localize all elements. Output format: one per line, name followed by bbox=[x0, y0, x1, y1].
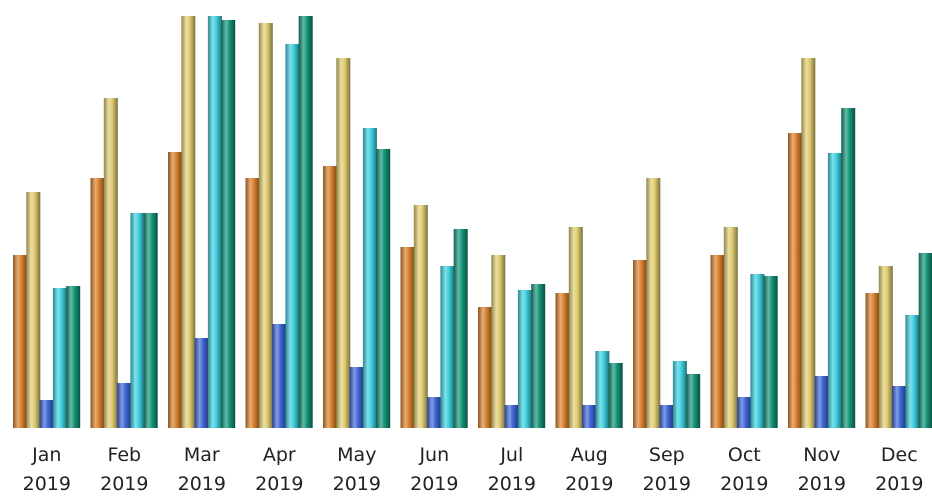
bar-jan-2019-series-4 bbox=[52, 288, 67, 428]
bar-jun-2019-series-2 bbox=[413, 205, 428, 428]
bar-apr-2019-series-2 bbox=[258, 23, 273, 428]
bar-mar-2019-series-2 bbox=[181, 16, 196, 428]
x-tick-label-year: 2019 bbox=[410, 473, 458, 495]
bar-aug-2019-series-4 bbox=[595, 351, 610, 428]
bar-dec-2019-series-2 bbox=[878, 266, 893, 428]
bar-jul-2019-series-3 bbox=[504, 405, 519, 428]
bar-jul-2019-series-4 bbox=[517, 290, 532, 428]
x-tick-label-year: 2019 bbox=[798, 473, 846, 495]
bar-nov-2019-series-1 bbox=[788, 133, 802, 428]
x-tick-label-month: Aug bbox=[571, 444, 608, 466]
bar-apr-2019-series-4 bbox=[285, 44, 300, 428]
bar-apr-2019-series-1 bbox=[245, 178, 260, 428]
bar-feb-2019-series-1 bbox=[90, 178, 105, 428]
bar-may-2019-series-2 bbox=[336, 58, 351, 428]
bar-jun-2019-series-5 bbox=[453, 229, 468, 428]
bar-mar-2019-series-5 bbox=[221, 20, 236, 428]
x-tick-label-year: 2019 bbox=[565, 473, 613, 495]
x-tick-label-month: Oct bbox=[728, 444, 761, 466]
bar-may-2019-series-1 bbox=[323, 166, 337, 428]
bar-jun-2019-series-3 bbox=[427, 397, 442, 428]
x-tick-label-year: 2019 bbox=[100, 473, 148, 495]
x-tick-label-year: 2019 bbox=[643, 473, 691, 495]
bar-oct-2019-series-4 bbox=[750, 274, 765, 428]
x-tick-label-month: May bbox=[337, 444, 376, 466]
x-axis-labels: Jan 2019 Feb 2019 Mar 2019 Apr 2019 May 2019 Jun 20… bbox=[23, 444, 924, 495]
bar-sep-2019-series-4 bbox=[672, 361, 687, 428]
bar-sep-2019-series-1 bbox=[633, 260, 647, 428]
x-tick-label-month: Sep bbox=[649, 444, 685, 466]
bar-feb-2019-series-5 bbox=[143, 213, 158, 428]
bar-dec-2019-series-4 bbox=[905, 315, 920, 428]
bar-aug-2019-series-5 bbox=[608, 363, 623, 428]
bar-dec-2019-series-5 bbox=[918, 253, 932, 428]
bar-may-2019-series-4 bbox=[362, 128, 377, 428]
bar-jul-2019-series-2 bbox=[491, 255, 506, 428]
x-tick-label-year: 2019 bbox=[178, 473, 226, 495]
bar-aug-2019-series-2 bbox=[568, 227, 583, 428]
x-tick-label-month: Jan bbox=[31, 444, 61, 466]
bar-jan-2019-series-5 bbox=[66, 286, 81, 428]
bar-nov-2019-series-2 bbox=[801, 58, 816, 428]
bar-nov-2019-series-4 bbox=[827, 153, 842, 428]
x-tick-label-month: Jun bbox=[418, 444, 449, 466]
x-tick-label-month: Apr bbox=[263, 444, 296, 466]
x-tick-label-year: 2019 bbox=[488, 473, 536, 495]
bar-mar-2019-series-4 bbox=[207, 16, 222, 428]
bar-sep-2019-series-3 bbox=[659, 405, 674, 428]
bar-feb-2019-series-2 bbox=[103, 98, 118, 428]
bar-dec-2019-series-1 bbox=[865, 293, 880, 428]
bar-jun-2019-series-4 bbox=[440, 266, 455, 428]
bar-feb-2019-series-4 bbox=[130, 213, 145, 428]
x-tick-label-month: Jul bbox=[499, 444, 523, 466]
x-tick-label-month: Dec bbox=[881, 444, 918, 466]
bar-may-2019-series-3 bbox=[349, 367, 364, 428]
bar-may-2019-series-5 bbox=[376, 149, 391, 428]
bars-layer bbox=[13, 16, 932, 428]
bar-apr-2019-series-3 bbox=[272, 324, 287, 428]
bar-jan-2019-series-3 bbox=[39, 400, 54, 428]
bar-apr-2019-series-5 bbox=[298, 16, 313, 428]
bar-oct-2019-series-2 bbox=[723, 227, 738, 428]
bar-feb-2019-series-3 bbox=[117, 383, 132, 428]
bar-oct-2019-series-1 bbox=[710, 255, 725, 428]
x-tick-label-year: 2019 bbox=[875, 473, 923, 495]
bar-sep-2019-series-5 bbox=[686, 374, 701, 428]
bar-sep-2019-series-2 bbox=[646, 178, 661, 428]
x-tick-label-year: 2019 bbox=[333, 473, 381, 495]
bar-jul-2019-series-1 bbox=[478, 307, 492, 428]
bar-jan-2019-series-2 bbox=[26, 192, 41, 428]
bar-oct-2019-series-5 bbox=[763, 276, 778, 428]
bar-jul-2019-series-5 bbox=[531, 284, 546, 428]
bar-dec-2019-series-3 bbox=[892, 386, 907, 428]
bar-aug-2019-series-3 bbox=[582, 405, 597, 428]
x-tick-label-year: 2019 bbox=[23, 473, 71, 495]
bar-jun-2019-series-1 bbox=[400, 247, 415, 428]
x-tick-label-month: Mar bbox=[184, 444, 220, 466]
x-tick-label-month: Nov bbox=[803, 444, 840, 466]
bar-nov-2019-series-5 bbox=[841, 108, 856, 428]
bar-mar-2019-series-3 bbox=[194, 338, 209, 428]
bar-mar-2019-series-1 bbox=[168, 152, 182, 428]
x-tick-label-year: 2019 bbox=[255, 473, 303, 495]
bar-nov-2019-series-3 bbox=[814, 376, 829, 428]
bar-oct-2019-series-3 bbox=[737, 397, 752, 428]
x-tick-label-month: Feb bbox=[107, 444, 141, 466]
bar-aug-2019-series-1 bbox=[555, 293, 570, 428]
x-tick-label-year: 2019 bbox=[720, 473, 768, 495]
bar-jan-2019-series-1 bbox=[13, 255, 27, 428]
